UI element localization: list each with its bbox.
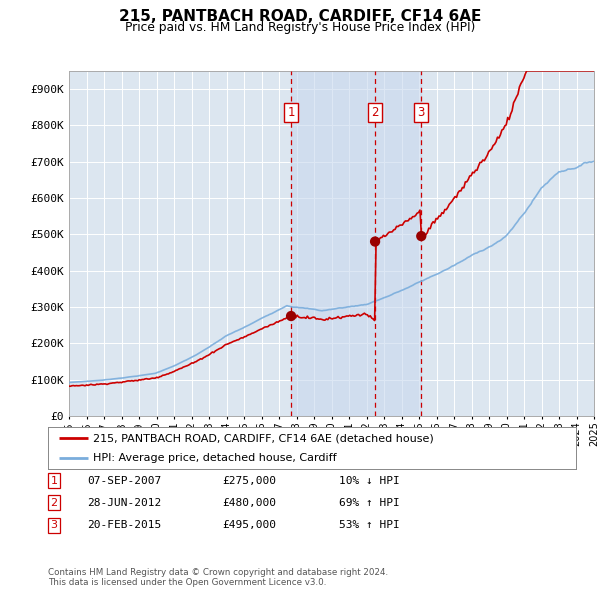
Text: 1: 1 <box>287 106 295 119</box>
Text: £275,000: £275,000 <box>222 476 276 486</box>
Text: Price paid vs. HM Land Registry's House Price Index (HPI): Price paid vs. HM Land Registry's House … <box>125 21 475 34</box>
Point <box>416 231 426 241</box>
Text: Contains HM Land Registry data © Crown copyright and database right 2024.
This d: Contains HM Land Registry data © Crown c… <box>48 568 388 587</box>
Text: 2: 2 <box>371 106 379 119</box>
Text: 3: 3 <box>50 520 58 530</box>
Text: 69% ↑ HPI: 69% ↑ HPI <box>339 498 400 507</box>
Text: 215, PANTBACH ROAD, CARDIFF, CF14 6AE: 215, PANTBACH ROAD, CARDIFF, CF14 6AE <box>119 9 481 24</box>
Text: 20-FEB-2015: 20-FEB-2015 <box>87 520 161 530</box>
Text: HPI: Average price, detached house, Cardiff: HPI: Average price, detached house, Card… <box>93 453 337 463</box>
Text: 07-SEP-2007: 07-SEP-2007 <box>87 476 161 486</box>
Text: £480,000: £480,000 <box>222 498 276 507</box>
Text: 1: 1 <box>50 476 58 486</box>
Text: 3: 3 <box>418 106 425 119</box>
Bar <box>291 71 421 416</box>
Text: 2: 2 <box>50 498 58 507</box>
Point <box>370 237 380 246</box>
Text: £495,000: £495,000 <box>222 520 276 530</box>
Text: 53% ↑ HPI: 53% ↑ HPI <box>339 520 400 530</box>
Text: 215, PANTBACH ROAD, CARDIFF, CF14 6AE (detached house): 215, PANTBACH ROAD, CARDIFF, CF14 6AE (d… <box>93 433 434 443</box>
Point <box>286 312 296 321</box>
Text: 28-JUN-2012: 28-JUN-2012 <box>87 498 161 507</box>
Text: 10% ↓ HPI: 10% ↓ HPI <box>339 476 400 486</box>
